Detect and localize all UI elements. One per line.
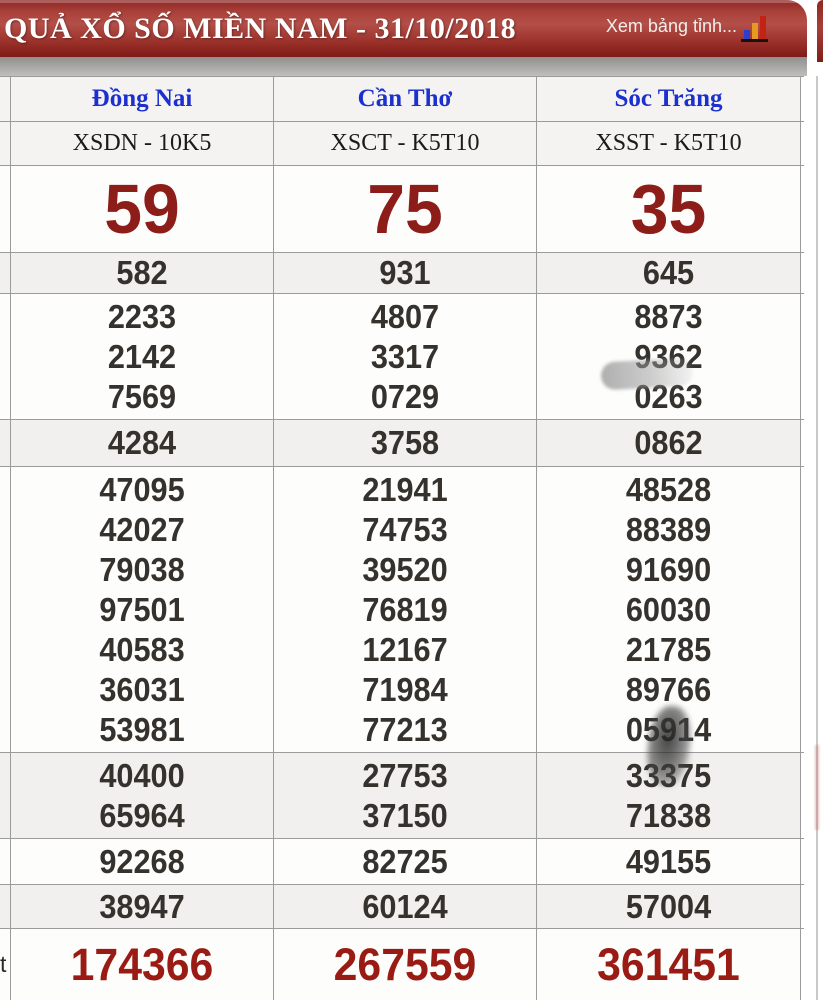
result-cell: 8873 9362 0263 <box>537 294 801 419</box>
result-cell: 49155 <box>537 839 801 884</box>
result-cell: 57004 <box>537 885 801 928</box>
cutoff-row-label: t <box>0 951 7 977</box>
big-number-cell: 59 <box>11 166 274 252</box>
result-cell: 60124 <box>274 885 537 928</box>
result-cell: 47095 42027 79038 97501 40583 36031 5398… <box>11 467 274 752</box>
result-cell: 582 <box>11 253 274 293</box>
result-cell: 21941 74753 39520 76819 12167 71984 7721… <box>274 467 537 752</box>
results-table: Đồng Nai Cần Thơ Sóc Trăng XSDN - 10K5 X… <box>0 76 804 1000</box>
result-cell: 645 <box>537 253 801 293</box>
result-cell: 92268 <box>11 839 274 884</box>
adjacent-panel-border <box>816 76 818 1000</box>
result-cell: 3758 <box>274 420 537 466</box>
draw-code-row: XSDN - 10K5 XSCT - K5T10 XSST - K5T10 <box>0 122 804 166</box>
adjacent-panel-edge <box>817 0 823 62</box>
special-prize-cell: 361451 <box>537 929 801 1000</box>
special-prize-cell: 267559 <box>274 929 537 1000</box>
draw-code: XSDN - 10K5 <box>11 122 274 165</box>
result-cell: 38947 <box>11 885 274 928</box>
prize-row: 582 931 645 <box>0 253 804 294</box>
prize-row: 92268 82725 49155 <box>0 839 804 885</box>
header-red-band: QUẢ XỔ SỐ MIỀN NAM - 31/10/2018 Xem bảng… <box>0 0 807 57</box>
prize-row: 38947 60124 57004 <box>0 885 804 929</box>
province-header-soctrang[interactable]: Sóc Trăng <box>537 77 801 121</box>
special-prize-cell: 174366 <box>11 929 274 1000</box>
result-cell: 27753 37150 <box>274 753 537 838</box>
photo-artifact <box>815 745 819 830</box>
result-cell: 931 <box>274 253 537 293</box>
draw-code: XSST - K5T10 <box>537 122 801 165</box>
view-province-table-link[interactable]: Xem bảng tỉnh... <box>605 16 737 36</box>
result-cell: 4807 3317 0729 <box>274 294 537 419</box>
big-number-cell: 35 <box>537 166 801 252</box>
prize-row: 2233 2142 7569 4807 3317 0729 8873 9362 … <box>0 294 804 420</box>
result-cell: 40400 65964 <box>11 753 274 838</box>
result-cell: 4284 <box>11 420 274 466</box>
result-cell: 2233 2142 7569 <box>11 294 274 419</box>
header-bar: QUẢ XỔ SỐ MIỀN NAM - 31/10/2018 Xem bảng… <box>0 0 807 76</box>
province-header-dongnai[interactable]: Đồng Nai <box>11 77 274 121</box>
province-header-row: Đồng Nai Cần Thơ Sóc Trăng <box>0 77 804 122</box>
header-gray-strip <box>0 57 807 76</box>
special-prize-row: t 174366 267559 361451 <box>0 929 804 1000</box>
two-digit-row: 59 75 35 <box>0 166 804 253</box>
bar-chart-icon[interactable] <box>741 14 769 44</box>
page-title: QUẢ XỔ SỐ MIỀN NAM - 31/10/2018 <box>4 11 517 45</box>
gray-smudge-artifact <box>600 357 694 391</box>
draw-code: XSCT - K5T10 <box>274 122 537 165</box>
big-number-cell: 75 <box>274 166 537 252</box>
prize-row: 4284 3758 0862 <box>0 420 804 467</box>
prize-row: 47095 42027 79038 97501 40583 36031 5398… <box>0 467 804 753</box>
province-header-cantho[interactable]: Cần Thơ <box>274 77 537 121</box>
result-cell: 82725 <box>274 839 537 884</box>
result-cell: 48528 88389 91690 60030 21785 89766 0591… <box>537 467 801 752</box>
result-cell: 0862 <box>537 420 801 466</box>
